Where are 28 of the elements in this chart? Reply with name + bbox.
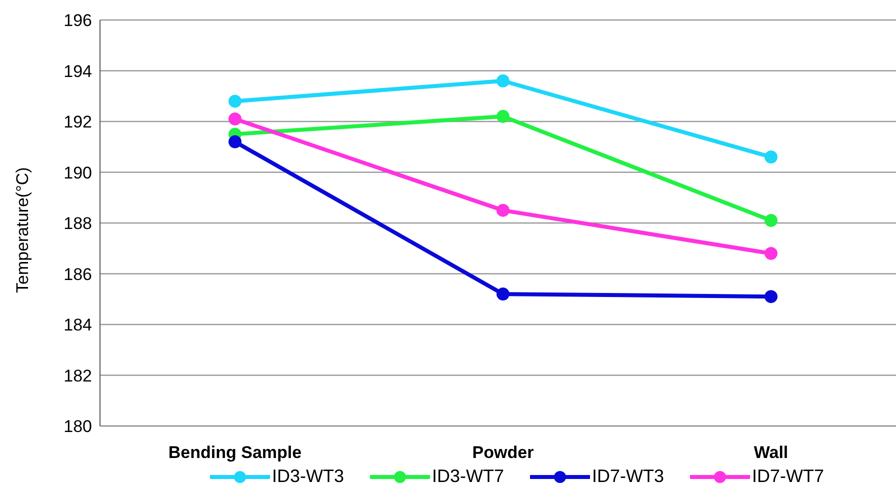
point	[496, 110, 510, 123]
y-tick-label: 188	[64, 214, 92, 234]
legend-label: ID7-WT3	[592, 466, 664, 487]
point	[764, 214, 778, 227]
point	[228, 135, 242, 148]
point	[496, 204, 510, 217]
y-tick-label: 190	[64, 163, 92, 182]
point	[764, 290, 778, 304]
point	[496, 74, 510, 88]
y-tick-label: 194	[64, 62, 92, 81]
y-tick-label: 186	[64, 264, 92, 284]
point	[764, 150, 778, 164]
legend-label: ID3-WT7	[432, 466, 504, 487]
x-tick-label: Powder	[472, 443, 534, 462]
legend-label: ID7-WT7	[752, 466, 824, 487]
point	[228, 94, 242, 108]
y-axis-title: Temperature(°C)	[13, 167, 32, 293]
y-tick-label: 196	[64, 11, 92, 30]
y-tick-label: 182	[64, 366, 92, 386]
x-tick-label: Wall	[754, 443, 788, 462]
point	[764, 246, 778, 260]
y-tick-label: 192	[64, 112, 92, 132]
point	[228, 112, 242, 126]
point	[496, 288, 510, 301]
y-tick-label: 184	[64, 316, 92, 335]
legend-label: ID3-WT3	[272, 466, 344, 487]
y-tick-label: 180	[64, 417, 92, 436]
x-tick-label: Bending Sample	[168, 443, 302, 462]
